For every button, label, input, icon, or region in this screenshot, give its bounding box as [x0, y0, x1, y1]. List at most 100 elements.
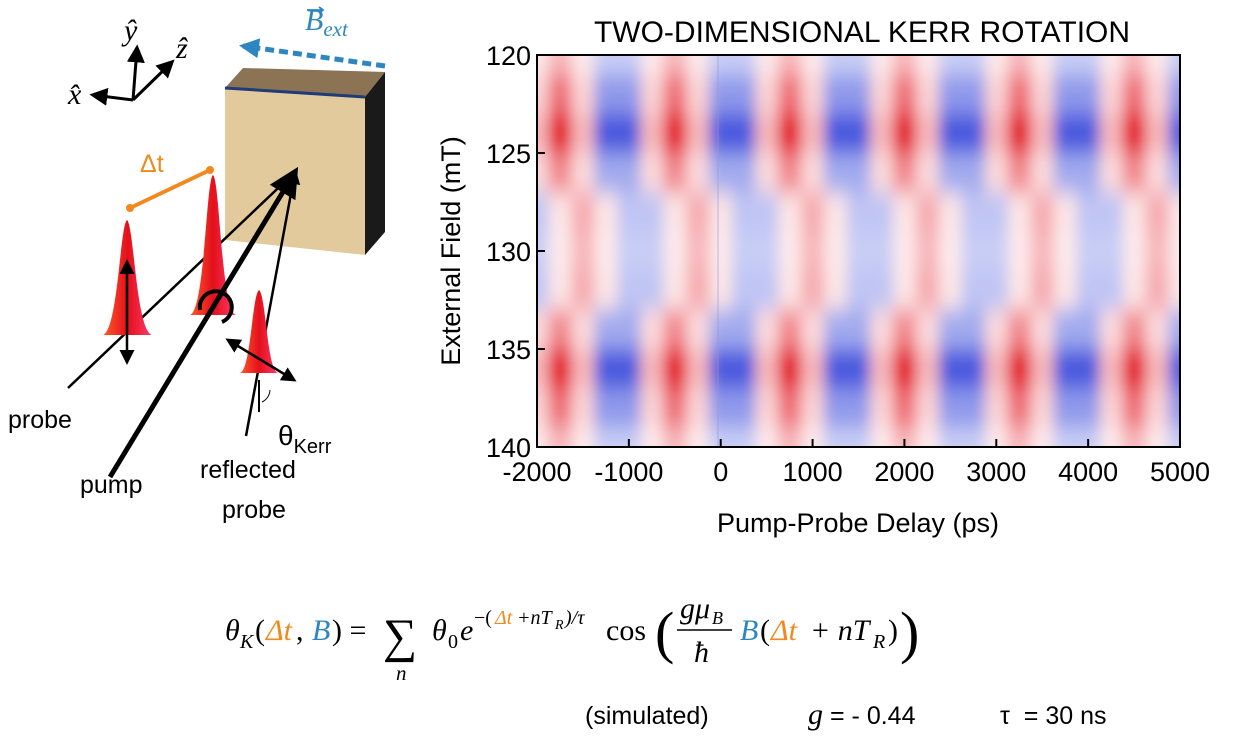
heatmap-cell — [915, 309, 940, 350]
heatmap-cell — [640, 388, 664, 428]
heatmap-cell — [1076, 192, 1101, 232]
heatmap-cell — [778, 231, 802, 272]
x-hat: x̂ — [67, 78, 82, 111]
heatmap-cell — [1030, 113, 1055, 154]
heatmap-cell — [548, 74, 572, 115]
heatmap-cell — [1007, 153, 1032, 193]
heatmap-cell — [594, 153, 618, 193]
pump-beam — [107, 166, 299, 479]
axes: -2000 -1000 0 1000 2000 3000 4000 5000 120 125 130… — [486, 41, 1210, 487]
heatmap-cell — [1145, 270, 1170, 311]
heatmap-cell — [663, 388, 687, 428]
heatmap-cell — [755, 55, 779, 76]
heatmap-cell — [984, 388, 1009, 428]
heatmap-cell — [755, 192, 779, 232]
eq-part: ( — [655, 600, 674, 665]
eq-part: + nT — [810, 614, 872, 647]
heatmap-cell — [709, 55, 733, 76]
heatmap-cell — [961, 74, 986, 115]
heatmap-cell — [548, 270, 572, 311]
heatmap-cell — [778, 55, 802, 76]
reflected-label: reflected — [200, 456, 296, 484]
heatmap-cell — [984, 113, 1009, 154]
heatmap-cell — [1099, 388, 1124, 428]
heatmap-cell — [915, 192, 940, 232]
heatmap-cell — [1007, 113, 1032, 154]
heatmap-cell — [548, 192, 572, 232]
y-tick-label: 125 — [486, 139, 531, 169]
heatmap-cell — [571, 309, 595, 350]
heatmap-cell — [938, 309, 963, 350]
heatmap-cell — [571, 192, 595, 232]
heatmap-cell — [571, 113, 595, 154]
heatmap-cell — [1145, 427, 1170, 447]
heatmap-cell — [732, 192, 756, 232]
kerr-angle-arc — [261, 389, 271, 403]
heatmap-cell — [869, 55, 894, 76]
heatmap-cell — [824, 309, 848, 350]
x-tick-label: -2000 — [502, 457, 571, 487]
heatmap-cell — [1076, 55, 1101, 76]
heatmap-cell — [640, 113, 664, 154]
heatmap-cell — [938, 231, 963, 272]
g-symbol: g — [808, 698, 823, 731]
heatmap-cell — [571, 270, 595, 311]
heatmap-cell — [537, 427, 549, 447]
heatmap-cell — [778, 74, 802, 115]
heatmap-cell — [1099, 231, 1124, 272]
sample-side — [365, 72, 385, 255]
heatmap-cell — [915, 113, 940, 154]
heatmap-cell — [709, 309, 733, 350]
heatmap-cell — [755, 153, 779, 193]
heatmap-cell — [1053, 74, 1078, 115]
heatmap-cell — [686, 388, 710, 428]
delta-t-end — [126, 204, 134, 212]
heatmap-cell — [1168, 55, 1180, 76]
heatmap-cell — [801, 309, 825, 350]
eq-part: R — [872, 631, 885, 653]
kerr-polarization — [225, 338, 297, 382]
heatmap-cell — [961, 113, 986, 154]
heatmap-cell — [961, 231, 986, 272]
heatmap-cell — [537, 153, 549, 193]
x-axis-label: Pump-Probe Delay (ps) — [717, 508, 999, 538]
heatmap-cell — [938, 153, 963, 193]
heatmap-cell — [778, 153, 802, 193]
heatmap-cell — [1168, 74, 1180, 115]
b-subscript: ext — [323, 17, 349, 41]
heatmap-cell — [709, 153, 733, 193]
eq-part: e — [460, 614, 473, 647]
heatmap-cell — [892, 153, 917, 193]
probe-label: probe — [8, 406, 72, 434]
heatmap-cell — [847, 192, 871, 232]
heatmap-cell — [1099, 270, 1124, 311]
heatmap-cell — [617, 309, 641, 350]
y-tick-label: 120 — [486, 41, 531, 71]
schematic: ŷ ẑ x̂ Bext Δt probe pump reflected prob… — [8, 4, 386, 524]
heatmap-cell — [847, 270, 871, 311]
heatmap-cell — [709, 192, 733, 232]
heatmap-cell — [755, 270, 779, 311]
heatmap-cell — [709, 349, 733, 389]
eq-part: B — [740, 614, 758, 647]
heatmap-cell — [961, 388, 986, 428]
heatmap-cell — [571, 231, 595, 272]
heatmap-cell — [755, 74, 779, 115]
heatmap-cell — [984, 231, 1009, 272]
heatmap-cell — [548, 55, 572, 76]
heatmap-cell — [847, 74, 871, 115]
y-tick-label: 140 — [486, 433, 531, 463]
heatmap-cell — [847, 113, 871, 154]
heatmap-cell — [778, 270, 802, 311]
heatmap-cell — [869, 309, 894, 350]
heatmap-cell — [617, 113, 641, 154]
heatmap-cell — [663, 153, 687, 193]
heatmap-cell — [548, 349, 572, 389]
heatmap-cell — [571, 55, 595, 76]
heatmap-cell — [617, 388, 641, 428]
y-tick-label: 135 — [486, 335, 531, 365]
x-tick-label: 2000 — [874, 457, 934, 487]
heatmap-cell — [915, 153, 940, 193]
heatmap-cell — [1053, 388, 1078, 428]
heatmap-cell — [1030, 270, 1055, 311]
